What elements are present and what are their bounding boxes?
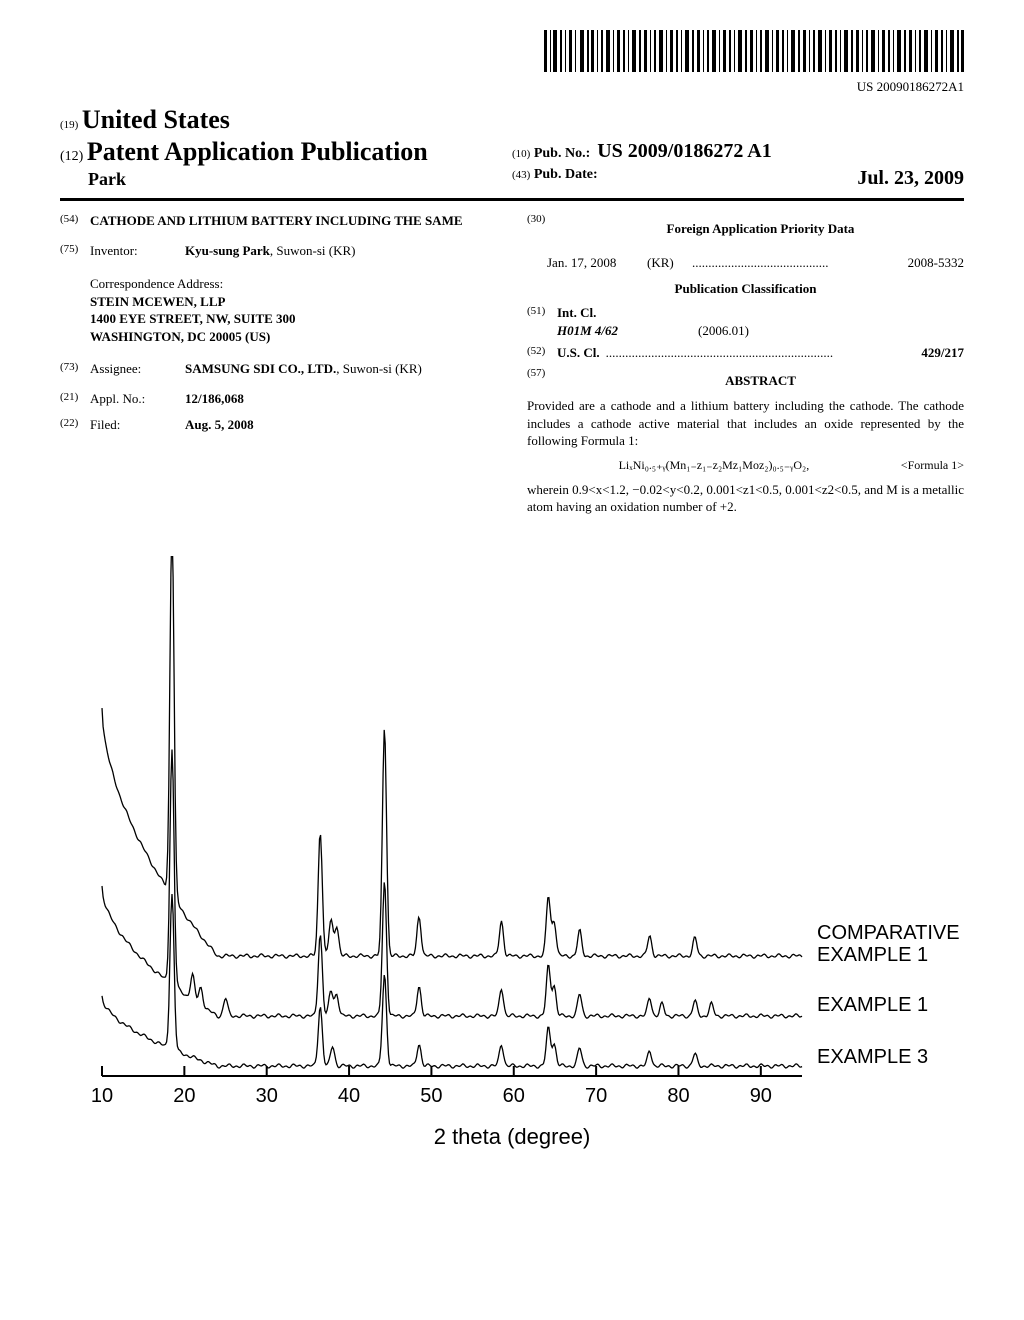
foreign-head: Foreign Application Priority Data: [557, 221, 964, 237]
applno-label: Appl. No.:: [90, 391, 185, 407]
barcode-text: US 20090186272A1: [60, 79, 964, 95]
svg-text:10: 10: [91, 1085, 113, 1107]
uscl-val: 429/217: [921, 345, 964, 361]
applno-val: 12/186,068: [185, 391, 497, 407]
intcl-num: (51): [527, 305, 557, 321]
xrd-chart: 102030405060708090COMPARATIVEEXAMPLE 1EX…: [60, 556, 964, 1150]
inventor-num: (75): [60, 243, 90, 259]
biblio-left: (54) CATHODE AND LITHIUM BATTERY INCLUDI…: [60, 213, 497, 516]
filed-num: (22): [60, 417, 90, 433]
abstract-num: (57): [527, 367, 557, 395]
svg-text:90: 90: [750, 1085, 772, 1107]
title-num: (54): [60, 213, 90, 229]
svg-text:80: 80: [667, 1085, 689, 1107]
invention-title: CATHODE AND LITHIUM BATTERY INCLUDING TH…: [90, 213, 497, 229]
corr-line1: STEIN MCEWEN, LLP: [90, 293, 497, 311]
foreign-priority-row: Jan. 17, 2008 (KR) .....................…: [527, 255, 964, 271]
country-name: United States: [82, 105, 230, 134]
chart-svg: 102030405060708090COMPARATIVEEXAMPLE 1EX…: [62, 556, 962, 1116]
dots-fill: ........................................…: [692, 255, 884, 271]
assignee-label: Assignee:: [90, 361, 185, 377]
corr-line3: WASHINGTON, DC 20005 (US): [90, 328, 497, 346]
assignee-val: SAMSUNG SDI CO., LTD., Suwon-si (KR): [185, 361, 497, 377]
pubdate-prefix: (43): [512, 169, 530, 181]
formula-row: LiₓNi₀.₅₊ᵧ(Mn₁₋z₁₋z₂Mz₁Moz₂)₀.₅₋ᵧO₂, <Fo…: [527, 458, 964, 473]
pubno: US 2009/0186272 A1: [597, 140, 771, 162]
inventor-val: Kyu-sung Park, Suwon-si (KR): [185, 243, 497, 259]
barcode-graphic: [544, 30, 964, 77]
intcl-label: Int. Cl.: [557, 305, 596, 321]
uscl-num: (52): [527, 345, 557, 361]
abstract-head: ABSTRACT: [557, 373, 964, 389]
svg-text:COMPARATIVE: COMPARATIVE: [817, 922, 960, 944]
intcl-ver: (2006.01): [698, 323, 749, 338]
pubdate: Jul. 23, 2009: [857, 167, 964, 190]
pubno-prefix: (10): [512, 148, 530, 160]
country-prefix: (19): [60, 119, 78, 131]
biblio: (54) CATHODE AND LITHIUM BATTERY INCLUDI…: [60, 213, 964, 516]
biblio-right: (30) Foreign Application Priority Data J…: [527, 213, 964, 516]
filed-val: Aug. 5, 2008: [185, 417, 497, 433]
intcl-code: H01M 4/62: [557, 323, 618, 338]
assignee-name: SAMSUNG SDI CO., LTD.: [185, 361, 336, 376]
svg-text:EXAMPLE 3: EXAMPLE 3: [817, 1046, 928, 1068]
assignee-loc: , Suwon-si (KR): [336, 361, 422, 376]
svg-text:20: 20: [173, 1085, 195, 1107]
author: Park: [88, 169, 512, 190]
foreign-cc: (KR): [647, 255, 692, 271]
applno-num: (21): [60, 391, 90, 407]
abstract-body1: Provided are a cathode and a lithium bat…: [527, 397, 964, 450]
pubno-label: Pub. No.:: [534, 146, 590, 161]
abstract-body2: wherein 0.9<x<1.2, −0.02<y<0.2, 0.001<z1…: [527, 481, 964, 516]
pubclass-head: Publication Classification: [527, 281, 964, 297]
pubdate-label: Pub. Date:: [534, 167, 598, 182]
x-axis-label: 2 theta (degree): [60, 1124, 964, 1150]
svg-text:70: 70: [585, 1085, 607, 1107]
svg-text:30: 30: [256, 1085, 278, 1107]
corr-line2: 1400 EYE STREET, NW, SUITE 300: [90, 310, 497, 328]
uscl-label: U.S. Cl.: [557, 345, 600, 361]
svg-text:EXAMPLE 1: EXAMPLE 1: [817, 944, 928, 966]
correspondence-address: Correspondence Address: STEIN MCEWEN, LL…: [90, 275, 497, 345]
corr-label: Correspondence Address:: [90, 275, 497, 293]
uscl-dots: ........................................…: [606, 345, 922, 361]
barcode-block: US 20090186272A1: [60, 30, 964, 95]
foreign-head-num: (30): [527, 213, 557, 245]
formula-label: <Formula 1>: [901, 458, 964, 473]
foreign-date: Jan. 17, 2008: [547, 255, 647, 271]
kind-prefix: (12): [60, 149, 83, 164]
divider: [60, 198, 964, 201]
svg-text:40: 40: [338, 1085, 360, 1107]
inventor-loc: , Suwon-si (KR): [270, 243, 356, 258]
foreign-no: 2008-5332: [884, 255, 964, 271]
assignee-num: (73): [60, 361, 90, 377]
kind: Patent Application Publication: [87, 137, 428, 166]
svg-text:50: 50: [420, 1085, 442, 1107]
inventor-label: Inventor:: [90, 243, 185, 259]
header: (19) United States (12) Patent Applicati…: [60, 105, 964, 190]
formula: LiₓNi₀.₅₊ᵧ(Mn₁₋z₁₋z₂Mz₁Moz₂)₀.₅₋ᵧO₂,: [619, 458, 810, 472]
svg-text:EXAMPLE 1: EXAMPLE 1: [817, 994, 928, 1016]
filed-label: Filed:: [90, 417, 185, 433]
svg-text:60: 60: [503, 1085, 525, 1107]
intcl-code-row: H01M 4/62 (2006.01): [557, 323, 964, 339]
inventor-name: Kyu-sung Park: [185, 243, 270, 258]
